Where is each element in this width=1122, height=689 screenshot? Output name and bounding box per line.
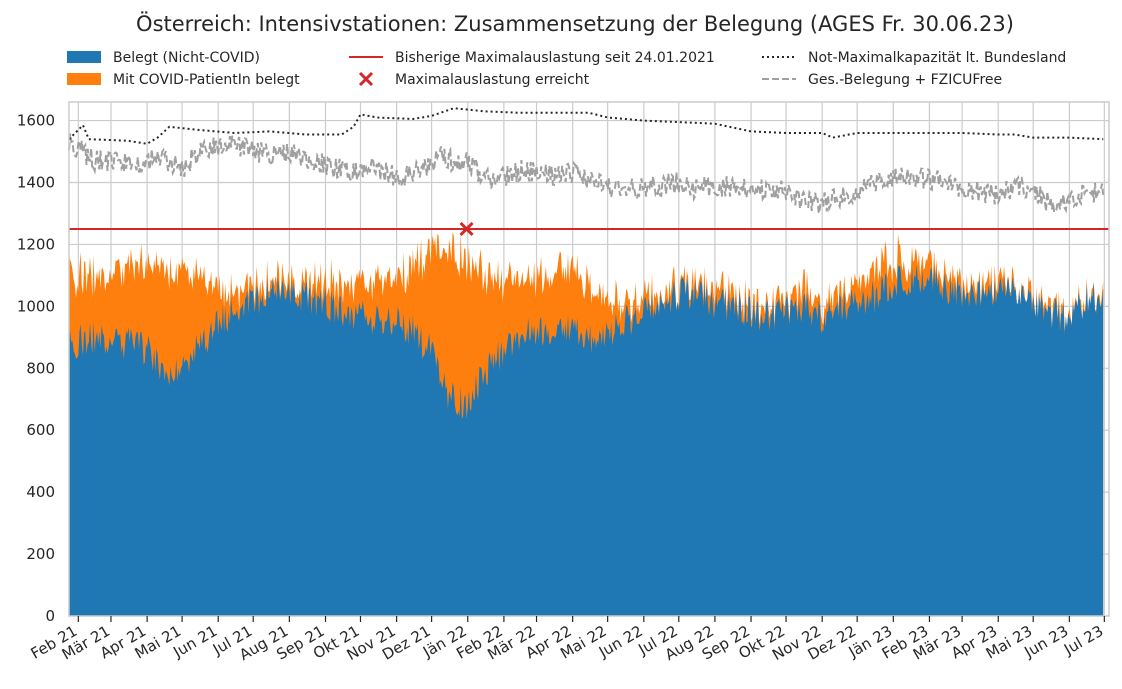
y-tick-label: 800	[26, 359, 55, 377]
chart-title: Österreich: Intensivstationen: Zusammens…	[136, 11, 1014, 36]
series-non-covid-area	[69, 264, 1104, 616]
y-tick-label: 600	[26, 421, 55, 439]
legend-item: Maximalauslastung erreicht	[358, 71, 590, 88]
y-tick-label: 1000	[17, 297, 55, 315]
legend-label: Belegt (Nicht-COVID)	[113, 50, 260, 66]
y-tick-label: 400	[26, 483, 55, 501]
legend-item: Ges.-Belegung + FZICUFree	[762, 72, 1002, 88]
max-utilisation-marker	[459, 221, 474, 237]
legend-item: Bisherige Maximalauslastung seit 24.01.2…	[349, 50, 715, 66]
legend-item: Mit COVID-PatientIn belegt	[67, 72, 300, 88]
legend-swatch	[358, 71, 374, 87]
legend-label: Maximalauslastung erreicht	[395, 72, 590, 88]
y-tick-label: 1400	[17, 174, 55, 192]
x-tick-label: Jul 23	[1060, 622, 1106, 659]
y-tick-label: 0	[45, 607, 55, 625]
legend: Belegt (Nicht-COVID) Mit COVID-PatientIn …	[67, 50, 1066, 88]
y-tick-label: 200	[26, 545, 55, 563]
plot-frame	[68, 101, 1110, 617]
plot-border	[68, 101, 1110, 617]
line-series	[68, 107, 1109, 237]
legend-item: Not-Maximalkapazität lt. Bundesland	[762, 50, 1066, 66]
legend-label: Ges.-Belegung + FZICUFree	[808, 72, 1002, 88]
marker-stroke	[459, 221, 474, 237]
legend-label: Bisherige Maximalauslastung seit 24.01.2…	[395, 50, 715, 66]
y-tick-label: 1200	[17, 235, 55, 253]
legend-label: Mit COVID-PatientIn belegt	[113, 72, 300, 88]
series-max-capacity-line	[68, 107, 1104, 145]
y-tick-label: 1600	[17, 112, 55, 130]
series-total-plus-free-line	[68, 133, 1105, 215]
legend-item: Belegt (Nicht-COVID)	[67, 50, 260, 66]
stacked-areas	[69, 232, 1104, 616]
legend-swatch	[67, 51, 101, 63]
legend-swatch	[67, 73, 101, 85]
legend-label: Not-Maximalkapazität lt. Bundesland	[808, 50, 1066, 66]
y-axis: 0 200 400 600 800 1000 1200 1400 1600	[17, 112, 55, 625]
